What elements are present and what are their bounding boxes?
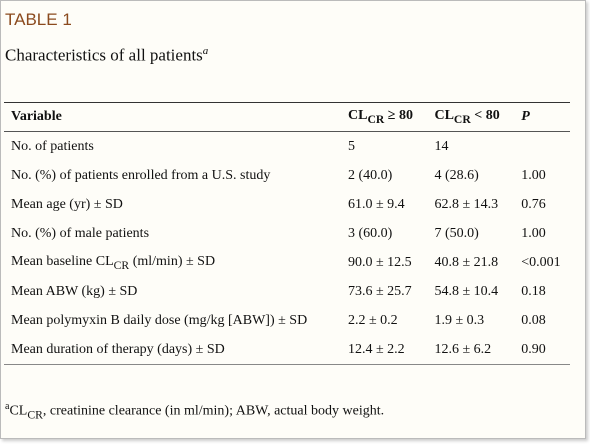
table-cell: 3 (60.0) [348,225,393,241]
table-cell: 62.8 ± 14.3 [434,196,499,212]
data-table: Variable CLCR ≥ 80 CLCR < 80 P No. of patien… [4,102,570,365]
table-row: Mean polymyxin B daily dose (mg/kg [ABW]… [4,306,570,335]
column-header: CLCR ≥ 80 [341,102,428,132]
table-cell: 7 (50.0) [434,225,479,241]
table-row: No. (%) of male patients 3 (60.0) 7 (50.0)… [4,219,570,248]
table-cell: 0.18 [521,283,546,299]
supscript: a [202,45,209,57]
supscript: a [5,401,10,412]
text-segment: CL [434,108,454,124]
table-row: Mean age (yr) ± SD 61.0 ± 9.4 62.8 ± 14.3 0… [4,190,570,219]
table-cell: 0.90 [521,341,546,357]
table-cell: Mean ABW (kg) ± SD [11,283,138,299]
footnote: aCLCR, creatinine clearance (in ml/min);… [5,401,384,421]
table-cell: Mean age (yr) ± SD [11,196,123,212]
text-segment: Mean baseline CL [11,253,114,269]
column-header: P [514,102,570,132]
table-cell: 12.4 ± 2.2 [348,341,405,357]
table-cell: 12.6 ± 6.2 [434,341,492,357]
column-header: CLCR < 80 [427,102,515,132]
table-cell: 2.2 ± 0.2 [348,312,398,328]
table-cell: No. (%) of male patients [11,225,150,241]
table-cell: 0.08 [521,312,546,328]
text-segment: Characteristics of all patients [5,45,203,65]
table-cell: Mean duration of therapy (days) ± SD [11,341,225,357]
table-cell: 1.00 [521,225,546,241]
text-segment: CL [348,108,368,124]
table-label: TABLE 1 [5,10,72,29]
text-segment: < 80 [470,108,500,124]
table-row: No. of patients 5 14 [4,132,570,162]
table-cell [514,132,570,162]
table-cell: 5 [348,138,355,154]
table-cell: 90.0 ± 12.5 [348,254,412,270]
subscript: CR [367,112,385,126]
text-segment: (ml/min) ± SD [129,253,216,269]
text-segment: ≥ 80 [384,108,413,124]
table-cell: 73.6 ± 25.7 [348,283,412,299]
table-cell: 4 (28.6) [434,167,479,183]
text-segment: CL [9,403,28,419]
table-cell: Mean polymyxin B daily dose (mg/kg [ABW]… [11,312,308,328]
table-cell: <0.001 [521,254,561,270]
subscript: CR [27,408,43,422]
table-cell: 1.9 ± 0.3 [434,312,485,328]
table-cell: 54.8 ± 10.4 [434,283,499,299]
text-segment: , creatinine clearance (in ml/min); ABW,… [42,403,385,419]
table-caption: Characteristics of all patientsa [5,45,208,66]
table-cell: No. of patients [11,138,94,154]
table-row: No. (%) of patients enrolled from a U.S.… [4,161,570,190]
table-cell: 0.76 [521,196,546,212]
table-cell: Mean baseline CLCR (ml/min) ± SD [4,248,341,277]
subscript: CR [113,258,130,272]
table-cell: No. (%) of patients enrolled from a U.S.… [11,167,271,183]
table-cell: 40.8 ± 21.8 [434,254,499,270]
table-cell: 14 [434,138,449,154]
table-row: Mean ABW (kg) ± SD 73.6 ± 25.7 54.8 ± 10.4… [4,277,570,306]
table-row: Mean duration of therapy (days) ± SD 12.4… [4,335,570,365]
table-row: Mean baseline CLCR (ml/min) ± SD 90.0 ± 1… [4,248,570,277]
subscript: CR [453,112,471,126]
table-cell: 61.0 ± 9.4 [348,196,405,212]
table-cell: 2 (40.0) [348,167,393,183]
column-header: Variable [4,102,341,132]
table-cell: 1.00 [521,167,546,183]
